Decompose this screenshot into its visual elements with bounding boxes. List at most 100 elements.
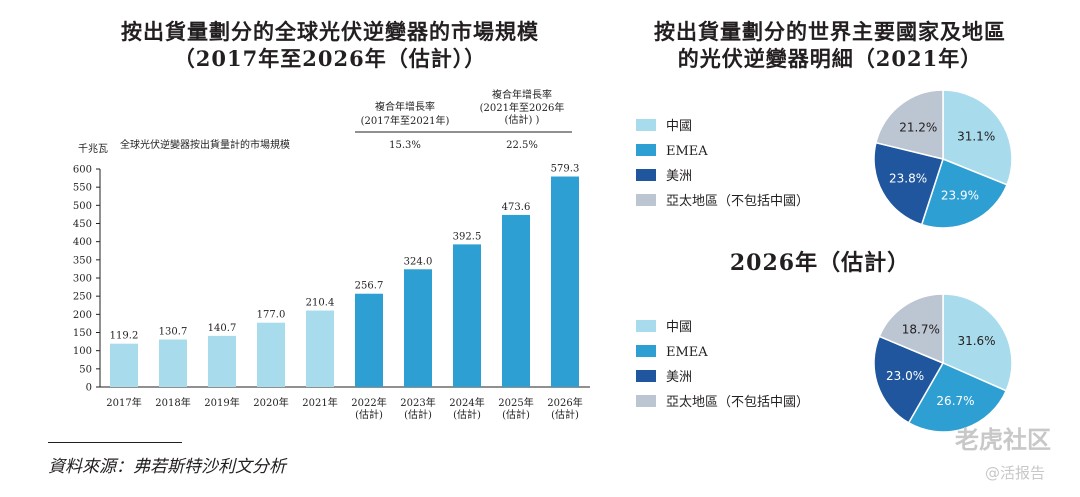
x-tick-estimate-note: (估計) <box>551 408 579 421</box>
x-tick-label: 2025年 <box>498 396 533 409</box>
y-tick-label: 0 <box>86 383 92 394</box>
y-tick-label: 300 <box>73 274 92 285</box>
right-chart-title: 按出貨量劃分的世界主要國家及地區 的光伏逆變器明細（2021年） <box>600 18 1060 72</box>
x-tick-label: 2017年 <box>106 396 141 409</box>
watermark-sub: @活报告 <box>985 464 1046 482</box>
pie-2021-legend-swatch <box>636 194 656 206</box>
pie-2021-slice-0 <box>942 89 1013 186</box>
pie-2026-legend-label: 中國 <box>666 320 692 335</box>
bar-value-label: 392.5 <box>453 231 482 242</box>
bar-value-label: 177.0 <box>257 310 286 321</box>
x-tick-label: 2018年 <box>155 396 190 409</box>
bar-2024年 <box>453 244 481 387</box>
pie-2021-legend-swatch <box>636 169 656 181</box>
bar-2026年 <box>551 176 579 387</box>
cagr-period-note: (估計) ) <box>505 113 540 126</box>
cagr-label: 複合年增長率 <box>492 88 552 101</box>
bar-value-label: 140.7 <box>208 323 237 334</box>
y-axis-unit: 千兆瓦 <box>78 143 108 155</box>
x-tick-label: 2024年 <box>449 396 484 409</box>
pie-2026-legend-swatch <box>636 320 656 332</box>
x-tick-estimate-note: (估計) <box>355 408 383 421</box>
source-rule <box>48 442 182 443</box>
left-title-line2: （2017年至2026年（估計）） <box>173 46 487 71</box>
left-title-line1: 按出貨量劃分的全球光伏逆變器的市場規模 <box>121 19 539 44</box>
y-tick-label: 350 <box>73 255 92 266</box>
bar-2020年 <box>257 322 285 387</box>
pie-2021-legend-label: 美洲 <box>666 169 692 184</box>
pie-2026-slice-label: 18.7% <box>902 323 940 337</box>
pie-2021-legend-label: 中國 <box>666 119 692 134</box>
pie-2021-slice-label: 23.8% <box>889 171 927 185</box>
y-tick-label: 250 <box>73 292 92 303</box>
bar-2025年 <box>502 214 530 387</box>
left-chart-title: 按出貨量劃分的全球光伏逆變器的市場規模 （2017年至2026年（估計）） <box>60 18 600 72</box>
x-tick-label: 2021年 <box>302 396 337 409</box>
pie-2026-slice-label: 31.6% <box>957 334 995 348</box>
pie-2026-slice-label: 23.0% <box>886 369 924 383</box>
pie-2021-legend-label: EMEA <box>666 144 708 159</box>
y-tick-label: 100 <box>73 346 92 357</box>
series-label: 全球光伏逆變器按出貨量計的市場規模 <box>120 138 290 151</box>
pie-2026-legend-swatch <box>636 395 656 407</box>
pie-2021-slice-1 <box>920 158 1008 229</box>
cagr-value: 22.5% <box>506 140 538 151</box>
x-tick-label: 2019年 <box>204 396 239 409</box>
y-tick-label: 500 <box>73 201 92 212</box>
pie-2021-slice-label: 23.9% <box>941 188 979 202</box>
watermark-main: 老虎社区 <box>955 426 1051 454</box>
x-tick-label: 2026年 <box>547 396 582 409</box>
y-tick-label: 600 <box>73 165 92 176</box>
bar-value-label: 324.0 <box>404 256 433 267</box>
pie-2021-legend-label: 亞太地區（不包括中國） <box>666 194 809 209</box>
pie-2021-legend-swatch <box>636 119 656 131</box>
bar-2019年 <box>208 335 236 387</box>
bar-2023年 <box>404 269 432 387</box>
x-tick-label: 2020年 <box>253 396 288 409</box>
cagr-label: 複合年增長率 <box>375 100 435 113</box>
source-note: 資料來源：弗若斯特沙利文分析 <box>48 457 286 477</box>
x-tick-estimate-note: (估計) <box>404 408 432 421</box>
x-tick-label: 2023年 <box>400 396 435 409</box>
bar-value-label: 256.7 <box>355 281 384 292</box>
pie-2021-slice-label: 21.2% <box>899 121 937 135</box>
pie-2021-slice-2 <box>873 141 944 226</box>
right-title-line1: 按出貨量劃分的世界主要國家及地區 <box>654 19 1006 44</box>
bar-2017年 <box>110 343 138 387</box>
y-tick-label: 450 <box>73 219 92 230</box>
y-tick-label: 200 <box>73 310 92 321</box>
bar-2018年 <box>159 339 187 387</box>
pie-2026-legend-swatch <box>636 370 656 382</box>
bar-2022年 <box>355 293 383 387</box>
bar-value-label: 119.2 <box>110 331 139 342</box>
x-tick-estimate-note: (估計) <box>502 408 530 421</box>
cagr-value: 15.3% <box>389 140 421 151</box>
pie-2026-slice-3 <box>878 293 944 365</box>
pie-2021-legend-swatch <box>636 144 656 156</box>
y-tick-label: 150 <box>73 328 92 339</box>
x-tick-estimate-note: (估計) <box>453 408 481 421</box>
pie-2026-legend-swatch <box>636 345 656 357</box>
bar-2021年 <box>306 310 334 387</box>
bar-value-label: 210.4 <box>306 298 335 309</box>
pie-2026-legend-label: 美洲 <box>666 370 692 385</box>
y-tick-label: 50 <box>79 364 92 375</box>
y-tick-label: 550 <box>73 183 92 194</box>
pie-2021-slice-3 <box>875 89 944 160</box>
bar-value-label: 473.6 <box>502 202 531 213</box>
pie-2021-slice-label: 31.1% <box>957 130 995 144</box>
bar-value-label: 579.3 <box>551 164 580 175</box>
bar-value-label: 130.7 <box>159 327 188 338</box>
pie-2026-slice-2 <box>873 335 945 424</box>
pie-2026-slice-0 <box>942 293 1013 392</box>
pie-2026-title: 2026年（估計） <box>729 250 911 276</box>
pie-2026-legend-label: EMEA <box>666 345 708 360</box>
pie-2026-slice-label: 26.7% <box>936 394 974 408</box>
x-tick-label: 2022年 <box>351 396 386 409</box>
cagr-period: (2017年至2021年) <box>361 114 450 127</box>
pie-2026-legend-label: 亞太地區（不包括中國） <box>666 395 809 410</box>
cagr-period: (2021年至2026年 <box>480 101 565 114</box>
right-title-line2: 的光伏逆變器明細（2021年） <box>677 46 983 71</box>
y-tick-label: 400 <box>73 237 92 248</box>
